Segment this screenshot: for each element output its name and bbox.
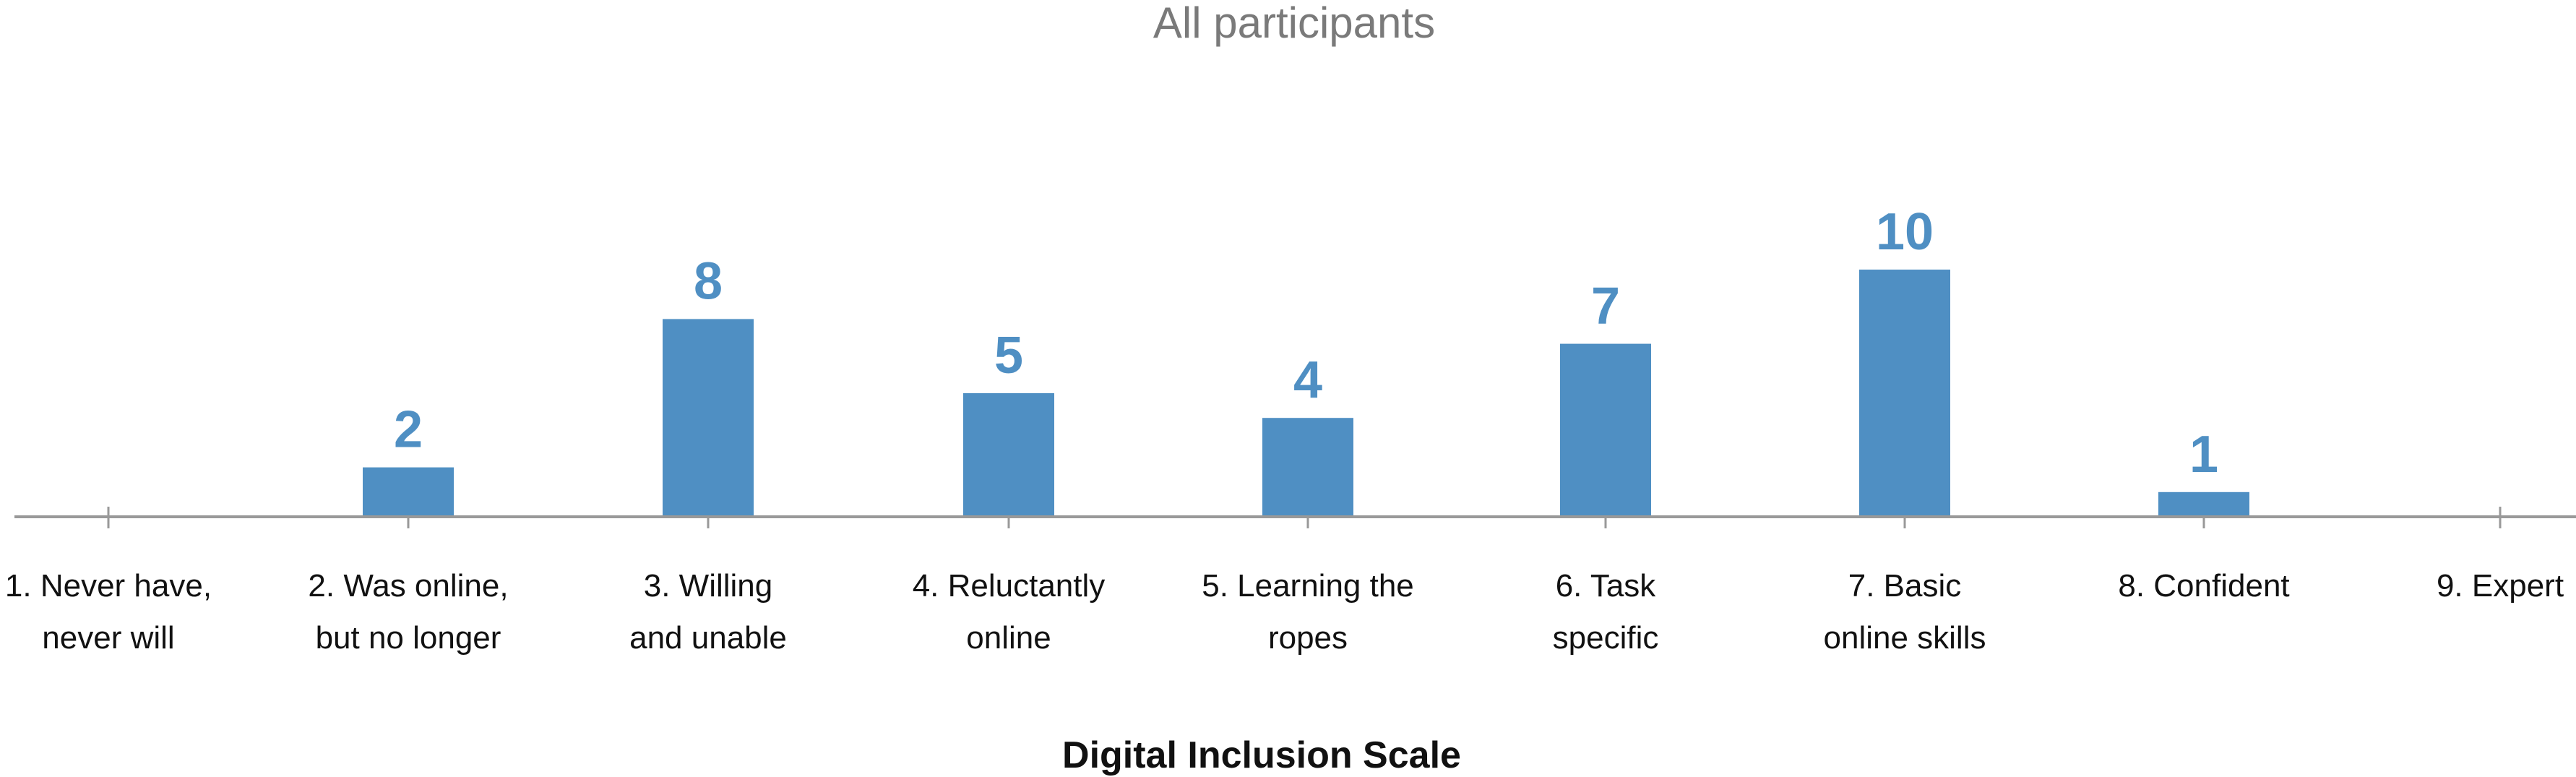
bar: [963, 393, 1054, 517]
x-tick-label: 6. Task specific: [1553, 568, 1659, 656]
bar-value-label: 7: [1591, 278, 1620, 335]
bar: [663, 319, 754, 517]
bar: [363, 467, 454, 517]
bar-value-label: 10: [1876, 203, 1934, 261]
x-tick-label-line: 6. Task: [1556, 568, 1657, 604]
bar: [1262, 418, 1353, 517]
x-tick-label: 7. Basic online skills: [1824, 568, 1986, 656]
x-tick-label-line: 2. Was online,: [308, 568, 508, 604]
x-tick-label-line: 8. Confident: [2118, 568, 2289, 604]
x-tick-label-line: 3. Willing: [644, 568, 773, 604]
bar-value-label: 1: [2189, 426, 2218, 484]
x-tick-label-line: but no longer: [316, 620, 501, 656]
bar: [2158, 491, 2249, 517]
x-tick-label: 1. Never have, never will: [5, 568, 212, 656]
x-tick-label: 3. Willing and unable: [629, 568, 787, 656]
bar-value-label: 8: [694, 252, 723, 310]
x-tick-label: 9. Expert: [2437, 568, 2564, 604]
x-tick-label-line: online skills: [1824, 620, 1986, 656]
x-tick-label-line: 9. Expert: [2437, 568, 2564, 604]
x-tick-label-line: ropes: [1268, 620, 1348, 656]
chart-title: All participants: [1153, 0, 1435, 47]
x-tick-label-line: 7. Basic: [1848, 568, 1962, 604]
bar-value-label: 4: [1293, 351, 1322, 409]
x-tick-label: 8. Confident: [2118, 568, 2289, 604]
x-tick-label: 4. Reluctantly online: [913, 568, 1106, 656]
x-tick-label-line: 5. Learning the: [1202, 568, 1414, 604]
x-tick-label: 5. Learning the ropes: [1202, 568, 1414, 656]
x-tick-label-line: specific: [1553, 620, 1659, 656]
bar-value-label: 2: [394, 401, 423, 459]
x-tick-label: 2. Was online, but no longer: [308, 568, 508, 656]
x-tick-label-line: never will: [42, 620, 174, 656]
x-axis-title: Digital Inclusion Scale: [1062, 734, 1461, 776]
bar: [1859, 270, 1950, 517]
x-tick-label-line: online: [966, 620, 1051, 656]
chart-marks: 1. Never have, never will 2 2. Was online, b…: [5, 203, 2564, 656]
x-tick-label-line: 1. Never have,: [5, 568, 212, 604]
bar-value-label: 5: [994, 327, 1023, 385]
x-tick-label-line: 4. Reluctantly: [913, 568, 1106, 604]
bar: [1560, 343, 1651, 517]
x-tick-label-line: and unable: [629, 620, 787, 656]
